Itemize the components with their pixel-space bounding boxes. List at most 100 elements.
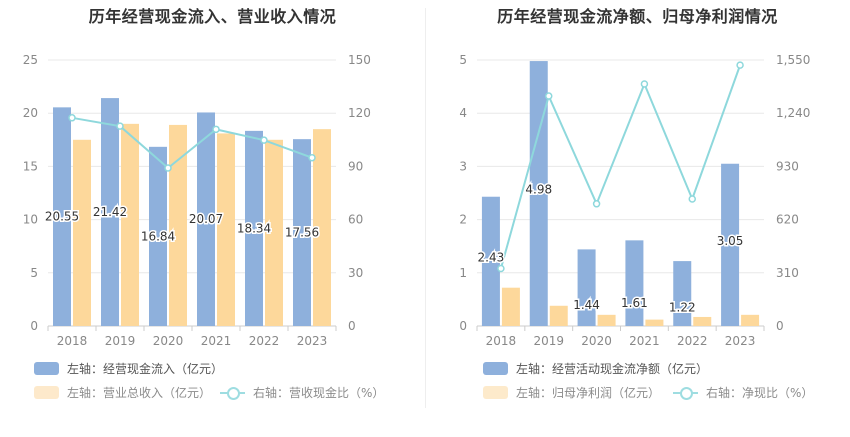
x-tick-label: 2020	[153, 334, 184, 348]
bar-blue	[529, 61, 548, 327]
legend-item-line[interactable]: 右轴：净现比（%）	[673, 384, 813, 401]
y-left-tick-label: 0	[30, 319, 38, 333]
legend-label: 右轴：营收现金比（%）	[253, 386, 385, 400]
y-left-tick-label: 2	[459, 213, 467, 227]
y-left-tick-label: 20	[23, 106, 38, 120]
y-right-tick-label: 90	[348, 159, 363, 173]
x-tick-label: 2019	[533, 334, 564, 348]
x-tick-label: 2018	[486, 334, 517, 348]
bar-data-label: 1.44	[573, 298, 600, 312]
y-right-tick-label: 1,240	[776, 106, 810, 120]
line-point	[545, 92, 553, 100]
y-right-tick-label: 620	[776, 213, 799, 227]
line-point	[736, 61, 744, 69]
legend-label: 左轴：经营活动现金流净额（亿元）	[516, 362, 709, 376]
y-right-tick-label: 60	[348, 213, 363, 227]
bar-data-label: 1.22	[669, 301, 696, 315]
bar-data-label: 20.07	[189, 212, 223, 226]
legend-swatch-orange	[483, 386, 508, 399]
y-left-tick-label: 3	[459, 159, 467, 173]
bar-blue	[53, 107, 71, 327]
chart-panel-net-cash: 历年经营现金流净额、归母净利润情况 0 0 1 310 2 620 3 930 4 1,240 5 1…	[425, 0, 850, 437]
legend-line-icon	[673, 386, 698, 400]
line-series	[71, 116, 313, 170]
line-point	[68, 114, 76, 122]
y-left-tick-label: 1	[459, 266, 467, 280]
x-tick-label: 2020	[581, 334, 612, 348]
chart-plot: 0 0 5 30 10 60 15 90 20 120 25 150 2018 2019 2020 2021 2…	[23, 53, 371, 348]
legend-swatch-orange	[34, 386, 59, 399]
legend-item-bar-blue[interactable]: 左轴：经营活动现金流净额（亿元）	[483, 360, 708, 377]
bar-data-label: 2.43	[478, 250, 505, 264]
bar-orange	[121, 123, 139, 326]
x-tick-label: 2021	[201, 334, 232, 348]
y-left-tick-label: 0	[459, 319, 467, 333]
legend-line-icon	[220, 386, 245, 400]
panel-divider	[425, 8, 426, 408]
y-right-tick-label: 1,550	[776, 53, 810, 67]
legend-item-line[interactable]: 右轴：营收现金比（%）	[220, 384, 384, 401]
line-point	[308, 153, 316, 162]
bar-blue	[577, 249, 596, 326]
y-right-tick-label: 150	[348, 53, 371, 67]
legend-label: 左轴：经营现金流入（亿元）	[67, 362, 224, 376]
legend-item-bar-orange[interactable]: 左轴：营业总收入（亿元）	[34, 384, 211, 401]
x-tick-label: 2023	[297, 334, 328, 348]
bar-orange	[169, 124, 187, 327]
y-right-tick-label: 120	[348, 106, 371, 120]
line-point	[212, 125, 220, 134]
y-right-tick-label: 0	[348, 319, 356, 333]
bar-data-label: 20.55	[45, 210, 79, 224]
bar-blue	[149, 146, 167, 326]
bar-orange	[217, 133, 235, 326]
legend-item-bar-blue[interactable]: 左轴：经营现金流入（亿元）	[34, 360, 223, 377]
line-point	[116, 122, 124, 130]
y-left-tick-label: 4	[459, 106, 467, 120]
bar-blue	[721, 163, 740, 326]
legend-item-bar-orange[interactable]: 左轴：归母净利润（亿元）	[483, 384, 660, 401]
legend-label: 左轴：营业总收入（亿元）	[67, 386, 212, 400]
x-tick-label: 2018	[57, 334, 88, 348]
legend-label: 右轴：净现比（%）	[706, 386, 814, 400]
line-point	[260, 136, 268, 144]
bar-orange	[73, 139, 91, 326]
bar-orange	[693, 316, 712, 326]
bar-orange	[645, 319, 664, 326]
y-left-tick-label: 10	[23, 213, 38, 227]
bar-data-label: 21.42	[93, 205, 127, 219]
y-right-tick-label: 0	[776, 319, 784, 333]
bar-orange	[501, 287, 520, 326]
bar-orange	[313, 129, 331, 326]
bar-blue	[197, 112, 215, 326]
y-left-tick-label: 5	[459, 53, 467, 67]
bar-blue	[293, 139, 311, 326]
bar-blue	[481, 196, 500, 326]
chart-title: 历年经营现金流净额、归母净利润情况	[497, 7, 778, 26]
bar-orange	[549, 305, 568, 326]
x-tick-label: 2023	[725, 334, 756, 348]
line-series	[499, 64, 742, 269]
bar-orange	[265, 139, 283, 326]
bar-data-label: 4.98	[525, 183, 552, 197]
y-left-tick-label: 5	[30, 266, 38, 280]
bar-data-label: 17.56	[285, 226, 319, 240]
y-left-tick-label: 25	[23, 53, 38, 67]
chart-panel-cash-inflow: 历年经营现金流入、营业收入情况 0 0 5 30 10 60 15 90 20 120 25 150 2…	[23, 7, 384, 401]
line-point	[640, 80, 649, 88]
bar-data-label: 16.84	[141, 229, 175, 243]
x-tick-label: 2022	[249, 334, 280, 348]
x-tick-label: 2019	[105, 334, 136, 348]
legend-swatch-blue	[34, 362, 59, 375]
line-point	[688, 195, 696, 203]
bar-orange	[741, 314, 760, 326]
bar-blue	[625, 240, 644, 326]
chart-title: 历年经营现金流入、营业收入情况	[88, 7, 337, 26]
y-right-tick-label: 30	[348, 266, 363, 280]
y-right-tick-label: 930	[776, 159, 799, 173]
legend-label: 左轴：归母净利润（亿元）	[516, 386, 661, 400]
line-point	[592, 200, 601, 208]
bar-data-label: 1.61	[621, 296, 648, 310]
bar-orange	[597, 314, 616, 326]
bar-blue	[245, 130, 263, 326]
legend-swatch-blue	[483, 362, 508, 375]
